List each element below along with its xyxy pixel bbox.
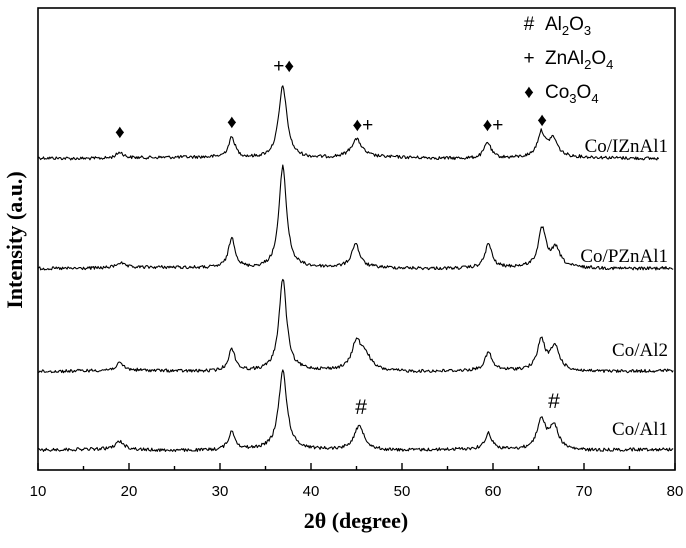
phase-peak-marker: ♦ — [227, 112, 237, 133]
series-line — [37, 278, 674, 374]
legend-symbol: # — [524, 14, 535, 35]
series-group: Co/IZnAl1 Co/PZnAl1 Co/Al2 Co/Al1 — [37, 85, 674, 453]
legend-label: Al2O3 — [545, 14, 591, 38]
x-tick-label: 20 — [121, 483, 138, 500]
x-tick-label: 70 — [576, 483, 593, 500]
phase-peak-marker: ♦ — [115, 122, 125, 143]
legend-text-part: Co — [545, 82, 569, 103]
legend-symbol: ♦ — [524, 82, 534, 103]
series-label: Co/Al1 — [612, 419, 668, 440]
x-tick-label: 10 — [30, 483, 47, 500]
legend-text-part: Al — [545, 14, 562, 35]
x-tick-label: 60 — [485, 483, 502, 500]
series-label: Co/Al2 — [612, 340, 668, 361]
y-axis-title: Intensity (a.u.) — [2, 171, 27, 309]
al2o3-peak-marker: # — [355, 396, 367, 419]
x-tick-label: 80 — [667, 483, 684, 500]
legend-subscript: 2 — [562, 23, 569, 38]
series-label: Co/PZnAl1 — [580, 246, 668, 267]
phase-peak-marker: +♦ — [273, 56, 294, 77]
legend-label: Co3O4 — [545, 82, 599, 106]
legend-subscript: 4 — [606, 57, 613, 72]
series-line — [37, 369, 674, 453]
series-line — [37, 85, 660, 161]
legend-text-part: ZnAl — [545, 48, 584, 69]
phase-peak-marker: ♦ — [537, 110, 547, 131]
x-axis-ticks: 10 20 30 40 50 60 70 80 — [30, 463, 684, 500]
x-tick-label: 50 — [394, 483, 411, 500]
phase-peak-marker: ♦+ — [352, 115, 373, 136]
phase-peak-marker: ♦+ — [483, 115, 504, 136]
annotation-group: ♦ ♦+♦♦+ ♦+ ♦# # — [115, 56, 560, 419]
legend-subscript: 2 — [584, 57, 591, 72]
legend: # Al2O3+ ZnAl2O4♦ Co3O4 — [523, 14, 613, 106]
legend-text-part: O — [577, 82, 592, 103]
legend-text-part: O — [591, 48, 606, 69]
legend-text-part: O — [569, 14, 584, 35]
series-label: Co/IZnAl1 — [585, 136, 668, 157]
legend-subscript: 4 — [591, 91, 598, 106]
legend-subscript: 3 — [569, 91, 576, 106]
legend-subscript: 3 — [584, 23, 591, 38]
series-line — [37, 164, 674, 271]
x-tick-label: 40 — [303, 483, 320, 500]
legend-label: ZnAl2O4 — [545, 48, 613, 72]
al2o3-peak-marker: # — [548, 390, 560, 413]
x-tick-label: 30 — [212, 483, 229, 500]
legend-symbol: + — [523, 48, 534, 69]
x-axis-title: 2θ (degree) — [304, 508, 409, 533]
